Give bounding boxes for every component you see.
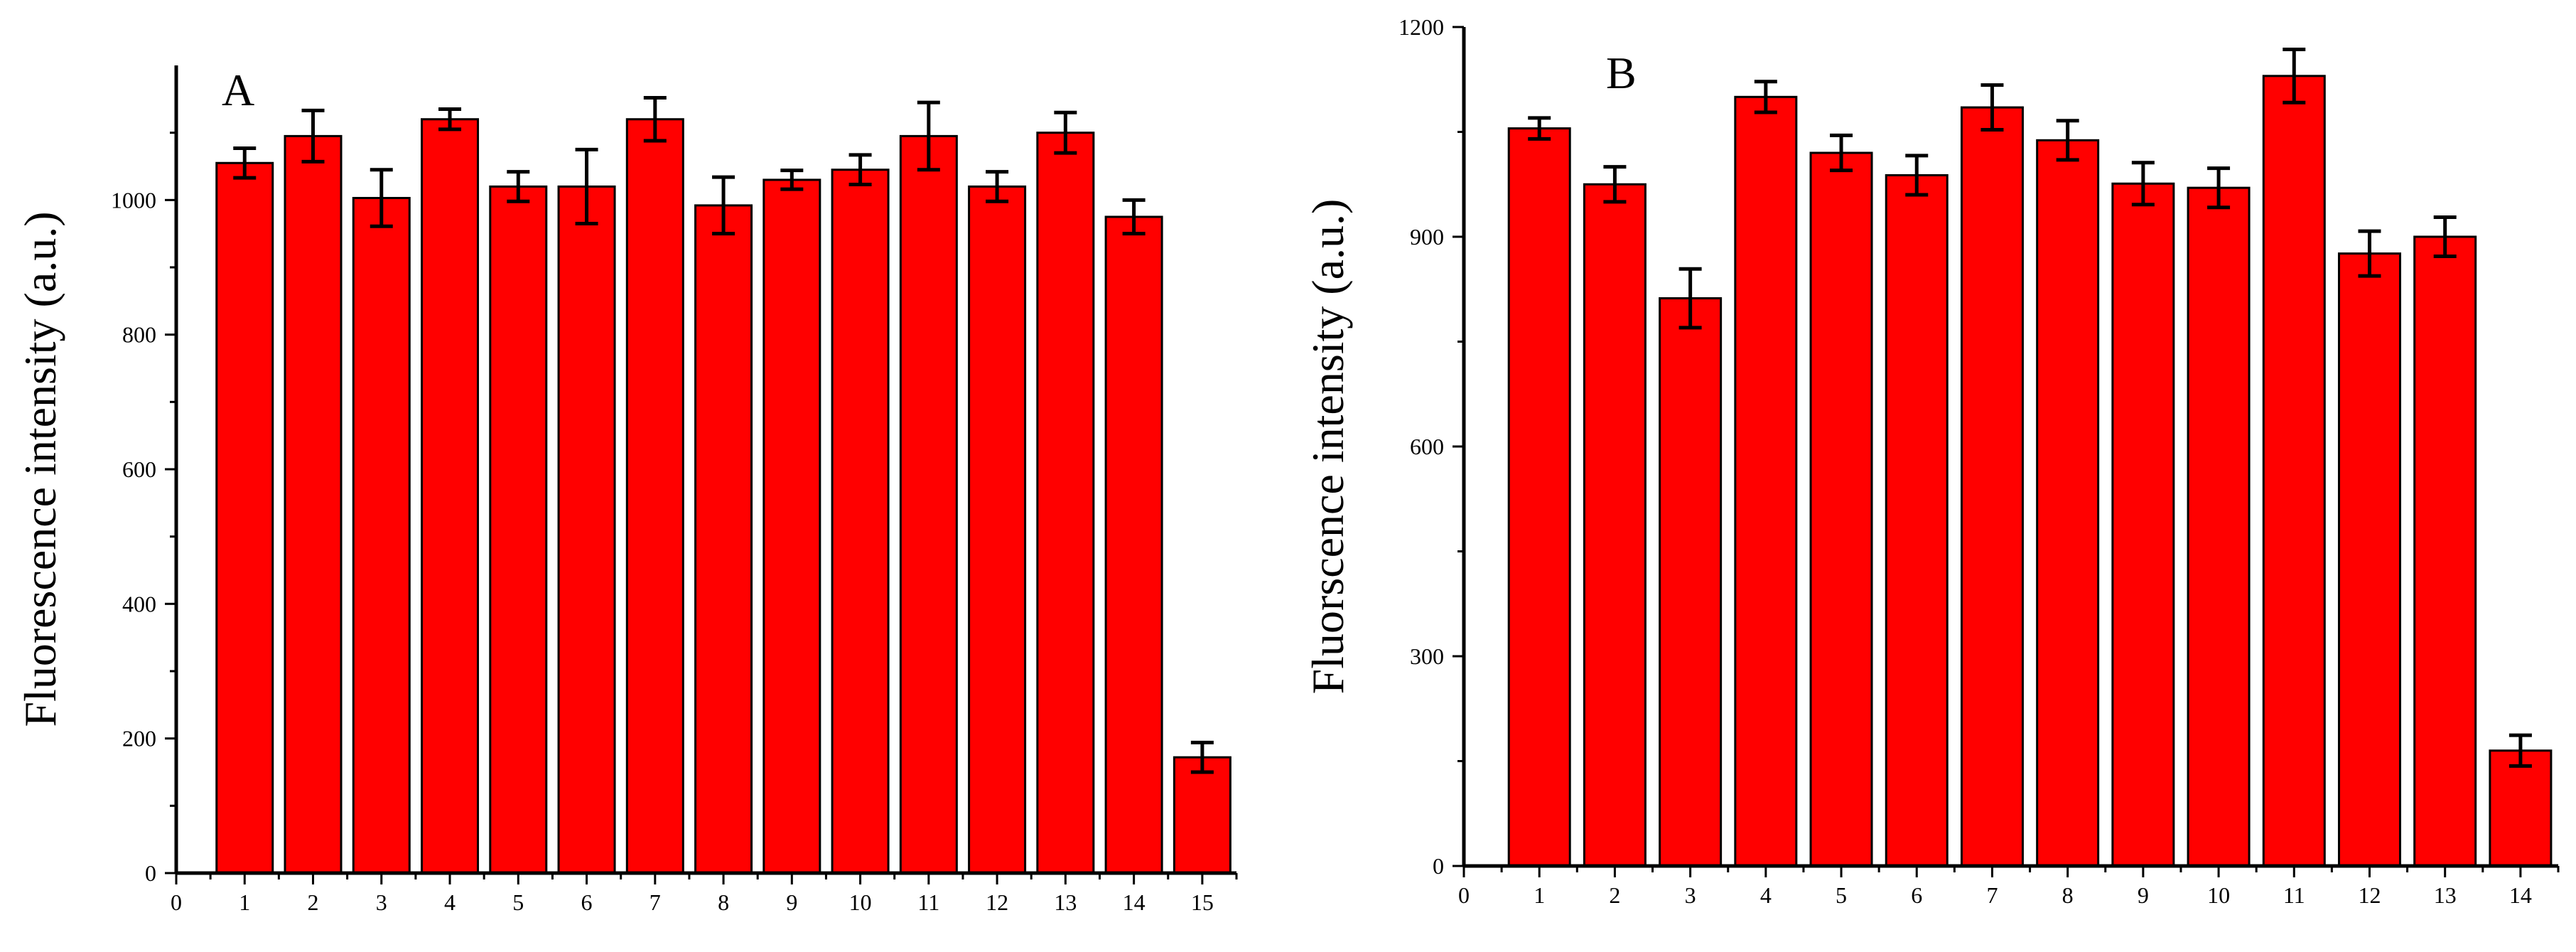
bar <box>215 161 274 875</box>
bar <box>2262 75 2326 867</box>
bar <box>2337 252 2401 867</box>
x-tick-label: 1 <box>239 889 250 915</box>
bar <box>421 118 480 875</box>
x-tick-label: 0 <box>1458 882 1470 908</box>
x-tick-label: 12 <box>986 889 1008 915</box>
y-tick-label: 0 <box>145 860 156 886</box>
x-tick-label: 14 <box>1123 889 1146 915</box>
bar <box>625 118 684 875</box>
x-tick-label: 10 <box>849 889 872 915</box>
y-tick-label: 600 <box>122 456 156 482</box>
bar <box>1659 297 1723 867</box>
bar <box>557 185 616 875</box>
bar <box>1809 151 1873 867</box>
y-tick-label: 300 <box>1410 643 1444 669</box>
panel-label: A <box>222 65 254 115</box>
y-tick-label: 1000 <box>111 187 156 213</box>
bar <box>831 169 890 875</box>
x-tick-label: 0 <box>171 889 182 915</box>
bar <box>1104 215 1163 875</box>
x-tick-label: 13 <box>1054 889 1077 915</box>
x-tick-label: 8 <box>718 889 729 915</box>
bar <box>1507 127 1571 867</box>
y-axis-title: Fluorescence intensity (a.u.) <box>15 211 65 727</box>
x-tick-label: 2 <box>308 889 319 915</box>
bar <box>1960 106 2024 867</box>
x-tick-label: 15 <box>1191 889 1214 915</box>
bar <box>694 204 753 875</box>
x-tick-label: 13 <box>2434 882 2457 908</box>
y-tick-label: 1200 <box>1399 14 1444 40</box>
y-tick-label: 600 <box>1410 434 1444 459</box>
bar <box>2413 235 2477 867</box>
bar <box>2036 139 2100 867</box>
panel-b: 0 1 2 3 4 5 6 7 8 9 10 11 12 13 1403006009001200Fluors… <box>1303 14 2560 908</box>
x-tick-label: 1 <box>1534 882 1545 908</box>
x-tick-label: 4 <box>444 889 456 915</box>
bar <box>762 178 821 875</box>
x-tick-label: 2 <box>1609 882 1620 908</box>
bar <box>2489 749 2553 867</box>
bar <box>489 185 548 875</box>
panel-a: 0 1 2 3 4 5 6 7 8 9 10 11 12 13 14 1502004006008001000F… <box>15 65 1238 915</box>
x-tick-label: 9 <box>2138 882 2149 908</box>
bar <box>968 185 1027 875</box>
y-axis-title: Fluorscence intensity (a.u.) <box>1303 199 1353 695</box>
x-tick-label: 14 <box>2509 882 2532 908</box>
x-tick-label: 5 <box>512 889 524 915</box>
x-tick-label: 10 <box>2207 882 2230 908</box>
y-tick-label: 0 <box>1433 853 1444 879</box>
bar <box>1885 173 1949 867</box>
x-tick-label: 11 <box>917 889 939 915</box>
bar <box>899 134 958 875</box>
x-tick-label: 6 <box>581 889 593 915</box>
x-tick-label: 4 <box>1760 882 1772 908</box>
y-tick-label: 900 <box>1410 224 1444 250</box>
bar <box>1173 756 1232 875</box>
y-tick-label: 800 <box>122 322 156 348</box>
panel-label: B <box>1606 48 1637 98</box>
bar <box>1036 132 1095 875</box>
bar <box>1583 183 1647 867</box>
bar <box>352 196 411 875</box>
bar <box>2187 186 2251 867</box>
x-tick-label: 12 <box>2358 882 2381 908</box>
x-tick-label: 5 <box>1836 882 1847 908</box>
bar <box>284 134 343 875</box>
x-tick-label: 3 <box>376 889 387 915</box>
x-tick-label: 3 <box>1685 882 1696 908</box>
x-tick-label: 9 <box>786 889 797 915</box>
x-tick-label: 8 <box>2062 882 2074 908</box>
bar <box>2111 182 2175 867</box>
x-tick-label: 11 <box>2283 882 2305 908</box>
bar <box>1734 95 1798 867</box>
x-tick-label: 6 <box>1911 882 1922 908</box>
x-tick-label: 7 <box>650 889 661 915</box>
y-tick-label: 200 <box>122 726 156 752</box>
x-tick-label: 7 <box>1986 882 1998 908</box>
y-tick-label: 400 <box>122 591 156 616</box>
